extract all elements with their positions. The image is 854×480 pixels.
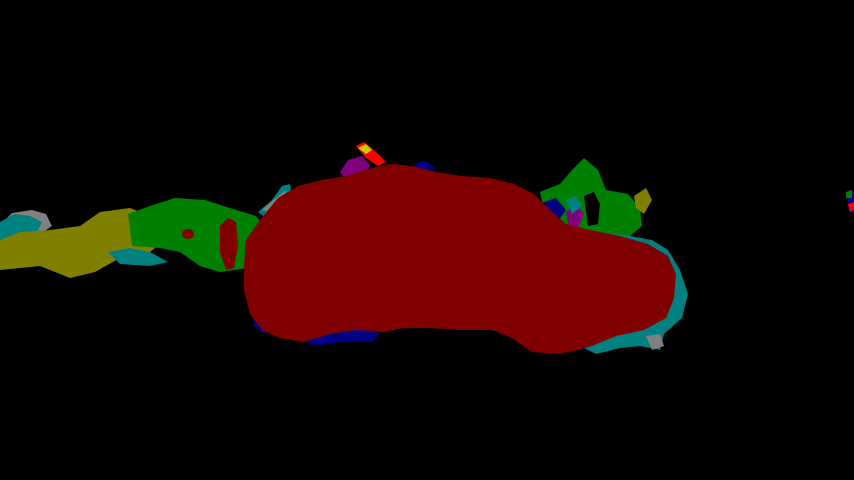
region-edge-right-red (848, 202, 854, 212)
region-edge-right-green (846, 190, 852, 198)
region-teal-right (566, 196, 582, 214)
region-maroon-car (244, 164, 676, 354)
region-olive-right (634, 188, 652, 214)
region-black-hole-right (584, 192, 600, 226)
region-maroon-pole (220, 218, 238, 270)
region-gray-car-left (262, 190, 286, 212)
region-teal-left-2 (108, 248, 168, 266)
region-olive-left (0, 208, 165, 278)
region-yellow-top (358, 144, 372, 154)
region-gray-car-right (646, 334, 664, 350)
region-maroon-dot (182, 229, 194, 239)
region-teal-car-right (584, 232, 688, 354)
